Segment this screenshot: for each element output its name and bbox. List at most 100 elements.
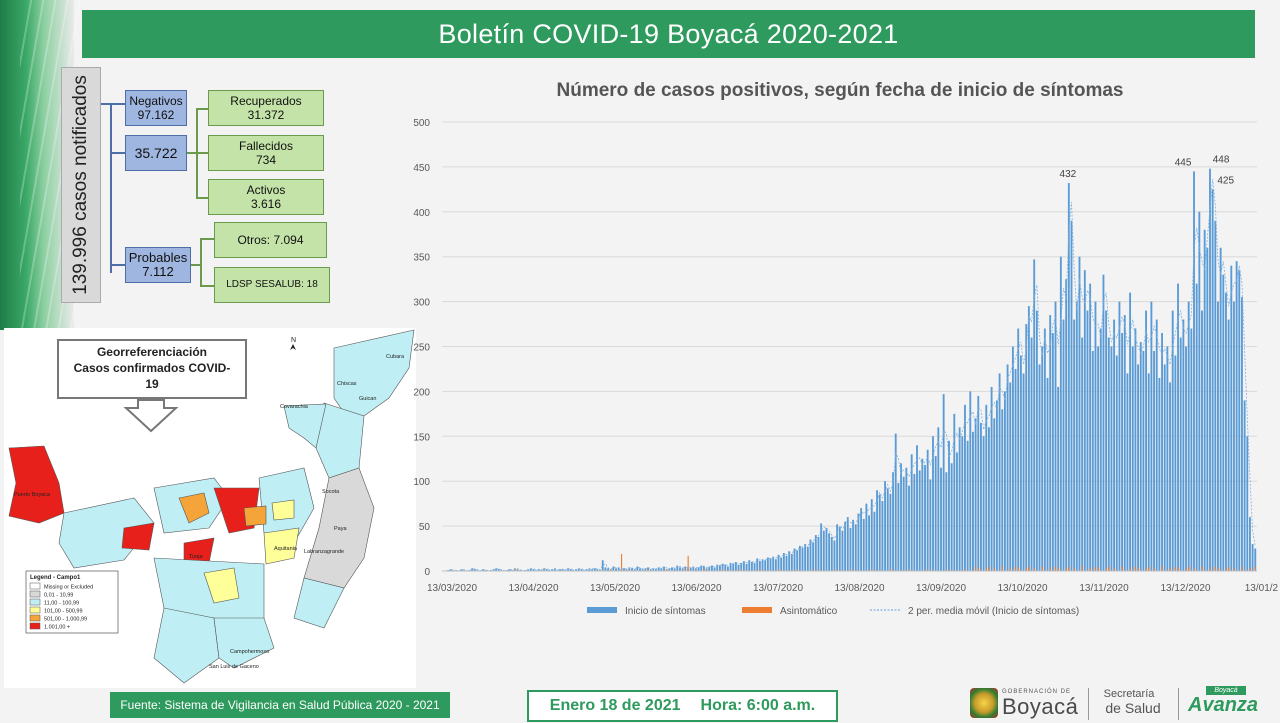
asymptomatic-bar [977, 568, 980, 571]
asymptomatic-bar [1177, 568, 1179, 571]
boyaca-tag: Boyacá [1206, 686, 1246, 695]
north-icon [290, 344, 296, 350]
connector [196, 152, 208, 154]
connector [200, 238, 202, 286]
avanza-label: Avanza [1188, 694, 1259, 716]
symptomatic-bar [844, 521, 847, 571]
symptomatic-bar [1049, 315, 1052, 571]
symptomatic-bar [729, 562, 732, 571]
symptomatic-bar [820, 523, 823, 571]
connector [187, 152, 197, 154]
symptomatic-bar [508, 569, 511, 571]
region-moniquira [178, 492, 210, 524]
symptomatic-bar [481, 569, 484, 571]
symptomatic-bar [972, 431, 974, 571]
symptomatic-bar [1062, 319, 1065, 571]
asymptomatic-bar [1025, 568, 1027, 571]
symptomatic-bar [758, 561, 761, 571]
symptomatic-bar [1067, 183, 1070, 571]
symptomatic-bar [812, 542, 815, 571]
asymptomatic-bar [740, 569, 742, 571]
symptomatic-bar [705, 568, 708, 571]
symptomatic-bar [796, 550, 799, 571]
symptomatic-bar [1171, 310, 1174, 571]
data-label: 445 [1175, 157, 1192, 168]
symptomatic-bar [604, 567, 607, 571]
logo-divider [1178, 688, 1179, 720]
symptomatic-bar [1195, 283, 1198, 571]
symptomatic-bar [588, 568, 591, 571]
symptomatic-bar [777, 554, 780, 571]
symptomatic-bar [793, 548, 796, 571]
asymptomatic-bar [890, 569, 892, 571]
y-tick-label: 400 [413, 208, 430, 219]
symptomatic-bar [1163, 364, 1166, 571]
symptomatic-bar [745, 563, 748, 571]
symptomatic-bar [708, 566, 711, 571]
symptomatic-bar [684, 566, 687, 571]
page-title: Boletín COVID-19 Boyacá 2020-2021 [82, 10, 1255, 58]
symptomatic-bar [798, 545, 801, 571]
symptomatic-bar [575, 569, 578, 571]
symptomatic-bar [1243, 400, 1246, 571]
region-belen [271, 499, 295, 521]
region-lengupa [213, 617, 275, 669]
legend-label: 101,00 - 500,99 [44, 609, 83, 615]
region-pajarito [293, 577, 345, 629]
asymptomatic-bar [703, 569, 705, 571]
x-tick-label: 13/07/2020 [753, 583, 803, 594]
symptomatic-bar [1225, 292, 1227, 571]
region-paipa [243, 505, 267, 527]
symptomatic-bar [753, 562, 756, 571]
symptomatic-bar [1206, 247, 1209, 571]
symptomatic-bar [495, 568, 498, 571]
symptomatic-bar [905, 467, 908, 571]
legend-swatch [29, 614, 41, 622]
callout-box [57, 339, 247, 399]
symptomatic-bar [956, 452, 958, 571]
symptomatic-bar [1097, 346, 1100, 571]
asymptomatic-bar [985, 568, 988, 571]
symptomatic-bar [1241, 297, 1243, 571]
symptomatic-bar [974, 418, 977, 571]
symptomatic-bar [878, 494, 881, 571]
x-tick-label: 13/08/2020 [834, 583, 884, 594]
asymptomatic-bar [1249, 568, 1251, 571]
symptomatic-bar [1161, 333, 1163, 571]
asymptomatic-bar [927, 569, 929, 571]
asymptomatic-bar [1145, 568, 1147, 571]
symptomatic-bar [1022, 373, 1025, 571]
legend-label: 0,01 - 10,99 [44, 593, 73, 599]
symptomatic-bar [1198, 211, 1201, 572]
symptomatic-bar [1057, 386, 1060, 571]
symptomatic-bar [945, 472, 948, 571]
symptomatic-bar [732, 563, 735, 571]
callout-arrow [123, 399, 179, 433]
symptomatic-bar [993, 418, 996, 571]
symptomatic-bar [881, 500, 884, 571]
label-cubara: Cubara [386, 354, 405, 360]
symptomatic-bar [591, 569, 594, 571]
asymptomatic-bar [1113, 568, 1115, 571]
symptomatic-bar [977, 395, 980, 571]
symptomatic-bar [718, 565, 721, 571]
asymptomatic-bar [1095, 566, 1097, 571]
time-label: Hora: 6:00 a.m. [700, 697, 816, 714]
symptomatic-bar [1089, 283, 1092, 571]
symptomatic-bar [585, 569, 588, 571]
symptomatic-bar [788, 551, 791, 571]
symptomatic-bar [982, 436, 985, 571]
asymptomatic-bar [759, 569, 761, 571]
x-tick-label: 13/03/2020 [427, 583, 477, 594]
x-tick-label: 13/01/202 [1245, 583, 1278, 594]
symptomatic-bar [1118, 301, 1121, 571]
asymptomatic-bar [1225, 568, 1227, 571]
asymptomatic-bar [1121, 566, 1123, 571]
symptomatic-bar [1249, 517, 1251, 571]
symptomatic-bar [561, 569, 564, 571]
legend-swatch [29, 582, 41, 590]
symptomatic-bar [780, 557, 783, 571]
cases-chart: 0 50 100 150 200 250 300 350 400 450 500 13/03/2020… [413, 118, 1280, 617]
symptomatic-bar [553, 568, 556, 571]
symptomatic-bar [615, 568, 617, 571]
